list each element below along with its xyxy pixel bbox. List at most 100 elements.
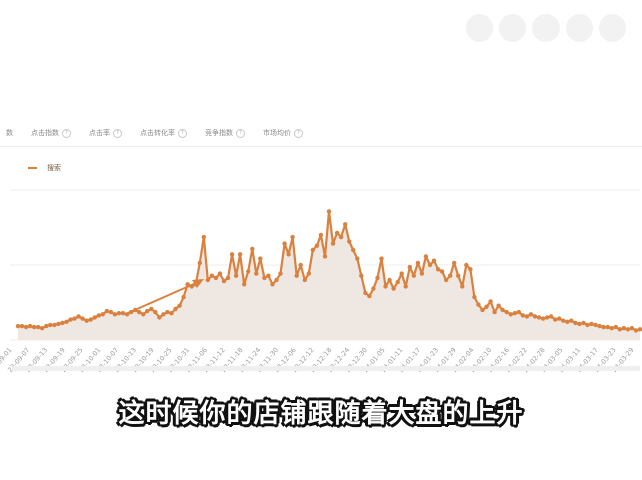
data-point	[68, 317, 73, 322]
data-point	[318, 232, 324, 238]
data-point	[363, 290, 368, 296]
data-point	[213, 275, 219, 281]
data-point	[581, 320, 586, 326]
help-icon[interactable]: ?	[178, 128, 187, 138]
data-point	[411, 273, 416, 278]
data-point	[476, 302, 481, 307]
chart-legend[interactable]: 搜索	[28, 163, 61, 173]
tab-label: 竞争指数	[205, 129, 233, 137]
data-point	[322, 254, 328, 259]
data-point	[443, 277, 449, 283]
data-point	[601, 324, 606, 330]
data-point	[633, 328, 639, 333]
data-point	[456, 273, 461, 278]
data-point	[371, 286, 376, 291]
data-point	[32, 324, 37, 330]
data-point	[395, 279, 400, 285]
data-point	[294, 273, 299, 278]
help-icon[interactable]: ?	[236, 128, 245, 138]
data-point	[298, 262, 303, 268]
data-point	[173, 306, 178, 312]
data-point	[23, 324, 29, 330]
data-point	[359, 273, 364, 278]
data-point	[137, 309, 142, 315]
data-point	[92, 315, 97, 320]
data-point	[557, 316, 562, 321]
data-point	[536, 315, 542, 320]
tab-search-index[interactable]: 数	[6, 128, 13, 138]
data-point	[621, 326, 626, 331]
tab-label: 市场均价	[263, 129, 291, 137]
data-point	[488, 299, 493, 304]
tab-click-rate[interactable]: 点击率?	[89, 128, 122, 138]
data-point	[492, 309, 497, 315]
data-point	[165, 309, 170, 315]
data-point	[593, 322, 598, 328]
data-point	[613, 324, 618, 330]
help-icon[interactable]: ?	[62, 128, 71, 138]
data-point	[72, 316, 77, 321]
data-point	[52, 322, 57, 328]
data-point	[141, 312, 146, 317]
watermark-shape	[598, 14, 627, 42]
data-point	[104, 308, 110, 314]
data-point	[116, 311, 122, 316]
data-point	[40, 326, 45, 331]
data-point	[108, 309, 114, 315]
data-point	[19, 323, 25, 329]
tab-market-avg-price[interactable]: 市场均价?	[263, 128, 303, 138]
data-point	[399, 271, 404, 276]
data-point	[229, 252, 235, 257]
data-point	[419, 271, 425, 276]
data-point	[565, 319, 570, 324]
data-point	[36, 324, 41, 330]
data-point	[415, 260, 421, 266]
data-point	[237, 252, 243, 257]
data-point	[617, 327, 622, 332]
data-point	[96, 313, 102, 318]
data-point	[367, 293, 372, 299]
data-point	[282, 241, 287, 246]
data-point	[246, 269, 251, 274]
data-point	[88, 317, 93, 322]
data-point	[169, 311, 174, 316]
data-point	[161, 312, 166, 317]
data-point	[589, 321, 594, 327]
data-point	[343, 222, 348, 227]
watermark-shape	[532, 14, 560, 42]
data-point	[605, 324, 610, 330]
data-point	[577, 321, 582, 327]
data-point	[375, 275, 380, 281]
data-point	[585, 322, 590, 328]
help-icon[interactable]: ?	[113, 128, 122, 138]
tab-competition-index[interactable]: 竞争指数?	[205, 128, 245, 138]
data-point	[217, 271, 223, 276]
data-point	[403, 284, 408, 289]
data-point	[334, 230, 340, 236]
metric-tabs: 数 点击指数? 点击率? 点击转化率? 竞争指数? 市场均价?	[6, 124, 642, 142]
watermark-shape	[466, 14, 494, 42]
data-point	[448, 273, 453, 278]
tab-label: 点击转化率	[140, 129, 175, 137]
data-point	[149, 306, 154, 312]
tab-click-conversion-rate[interactable]: 点击转化率?	[140, 128, 187, 138]
help-icon[interactable]: ?	[294, 128, 303, 138]
series-area	[18, 211, 640, 340]
annotation-arrow-head	[192, 279, 204, 288]
data-point	[561, 318, 566, 323]
data-point	[278, 271, 283, 276]
data-point	[351, 247, 356, 253]
tab-click-index[interactable]: 点击指数?	[31, 128, 71, 138]
data-point	[262, 275, 267, 281]
data-point	[452, 260, 457, 266]
data-point	[468, 267, 473, 272]
data-point	[201, 234, 206, 240]
data-point	[637, 327, 642, 332]
data-point	[84, 318, 89, 323]
tab-label: 点击率	[89, 129, 110, 137]
data-point	[629, 326, 635, 331]
data-point	[306, 271, 311, 276]
data-point	[56, 321, 61, 327]
data-point	[520, 313, 526, 318]
